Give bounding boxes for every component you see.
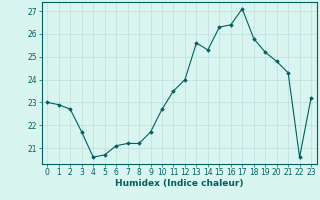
X-axis label: Humidex (Indice chaleur): Humidex (Indice chaleur) bbox=[115, 179, 244, 188]
